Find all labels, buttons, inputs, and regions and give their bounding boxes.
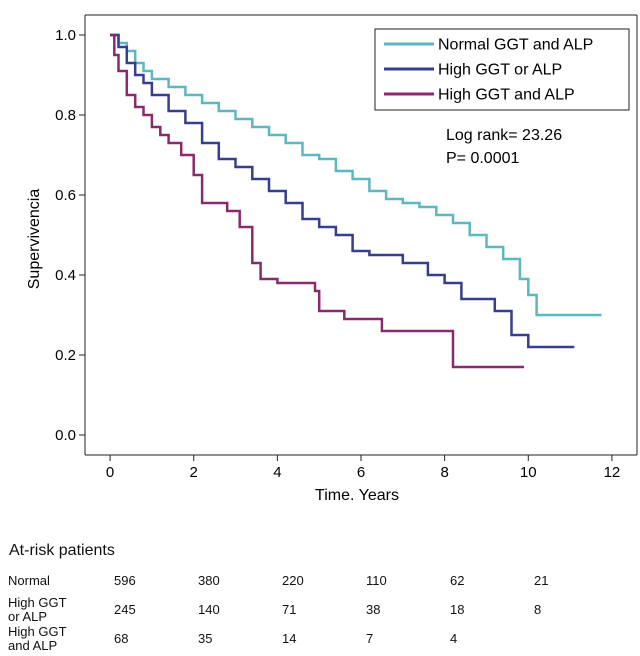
at-risk-count: 4 [450,631,458,646]
at-risk-title: At-risk patients [9,542,115,559]
y-tick-label: 0.0 [55,427,76,444]
at-risk-row-label-line: Normal [8,572,50,588]
at-risk-count: 140 [198,602,220,617]
x-tick-label: 10 [520,464,537,481]
at-risk-count: 220 [282,573,304,588]
at-risk-count: 8 [534,602,542,617]
at-risk-row: Normal 596 380 220 110 62 21 [4,566,618,595]
at-risk-count: 68 [114,631,129,646]
at-risk-row-label-line: High GGT [8,594,67,610]
x-tick-label: 4 [273,464,281,481]
at-risk-row: High GGT or ALP 245 140 71 38 18 8 [4,595,618,624]
survival-chart: 0 2 4 6 8 10 12 0.0 0.2 0.4 0.6 0.8 1.0 Time. Years… [26,14,638,504]
at-risk-count: 7 [366,631,374,646]
x-tick-label: 8 [440,464,448,481]
x-tick-label: 0 [106,464,114,481]
at-risk-count [534,624,618,653]
at-risk-count: 71 [282,602,297,617]
at-risk-count: 380 [198,573,220,588]
log-rank-annotation: Log rank= 23.26 [446,127,562,144]
at-risk-count: 35 [198,631,213,646]
legend-label: High GGT and ALP [438,87,575,104]
x-tick-label: 12 [604,464,621,481]
at-risk-count: 245 [114,602,136,617]
at-risk-count: 110 [366,573,387,588]
at-risk-count: 596 [114,573,136,588]
x-tick-label: 2 [190,464,198,481]
y-axis-ticks: 0.0 0.2 0.4 0.6 0.8 1.0 [55,27,85,444]
at-risk-row-label-line: and ALP [8,637,58,653]
y-axis-label: Supervivencia [26,189,43,290]
y-tick-label: 0.2 [55,347,76,364]
at-risk-count: 62 [450,573,465,588]
at-risk-row-label-line: or ALP [8,608,48,624]
y-tick-label: 1.0 [55,27,76,44]
at-risk-count: 38 [366,602,381,617]
p-value-annotation: P= 0.0001 [446,150,520,167]
at-risk-count: 18 [450,602,465,617]
legend: Normal GGT and ALP High GGT or ALP High GG… [374,28,630,111]
at-risk-row-label: High GGT or ALP [4,595,114,624]
y-tick-label: 0.6 [55,187,76,204]
at-risk-table: Normal 596 380 220 110 62 21 High GGT or ALP 245 1… [4,566,618,653]
at-risk-row: High GGT and ALP 68 35 14 7 4 [4,624,618,653]
at-risk-row-label: Normal [4,566,114,595]
legend-label: High GGT or ALP [438,62,562,79]
y-tick-label: 0.4 [55,267,76,284]
survival-curves [110,33,602,369]
at-risk-count: 14 [282,631,297,646]
x-tick-label: 6 [357,464,365,481]
at-risk-count: 21 [534,573,549,588]
x-axis-label: Time. Years [315,487,399,504]
y-tick-label: 0.8 [55,107,76,124]
at-risk-row-label: High GGT and ALP [4,624,114,653]
survival-curve-2 [110,33,575,349]
x-axis-ticks: 0 2 4 6 8 10 12 [106,455,620,481]
at-risk-row-label-line: High GGT [8,623,67,639]
survival-curve-1 [110,33,602,317]
survival-curve-3 [110,33,525,369]
legend-label: Normal GGT and ALP [438,37,593,54]
